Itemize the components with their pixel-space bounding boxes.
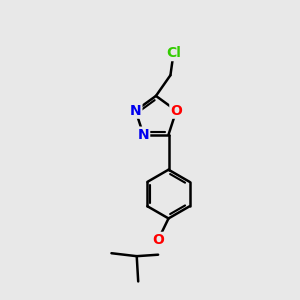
Text: N: N — [138, 128, 149, 142]
Text: N: N — [130, 104, 141, 118]
Text: O: O — [152, 233, 164, 247]
Text: O: O — [170, 104, 182, 118]
Text: Cl: Cl — [166, 46, 181, 60]
